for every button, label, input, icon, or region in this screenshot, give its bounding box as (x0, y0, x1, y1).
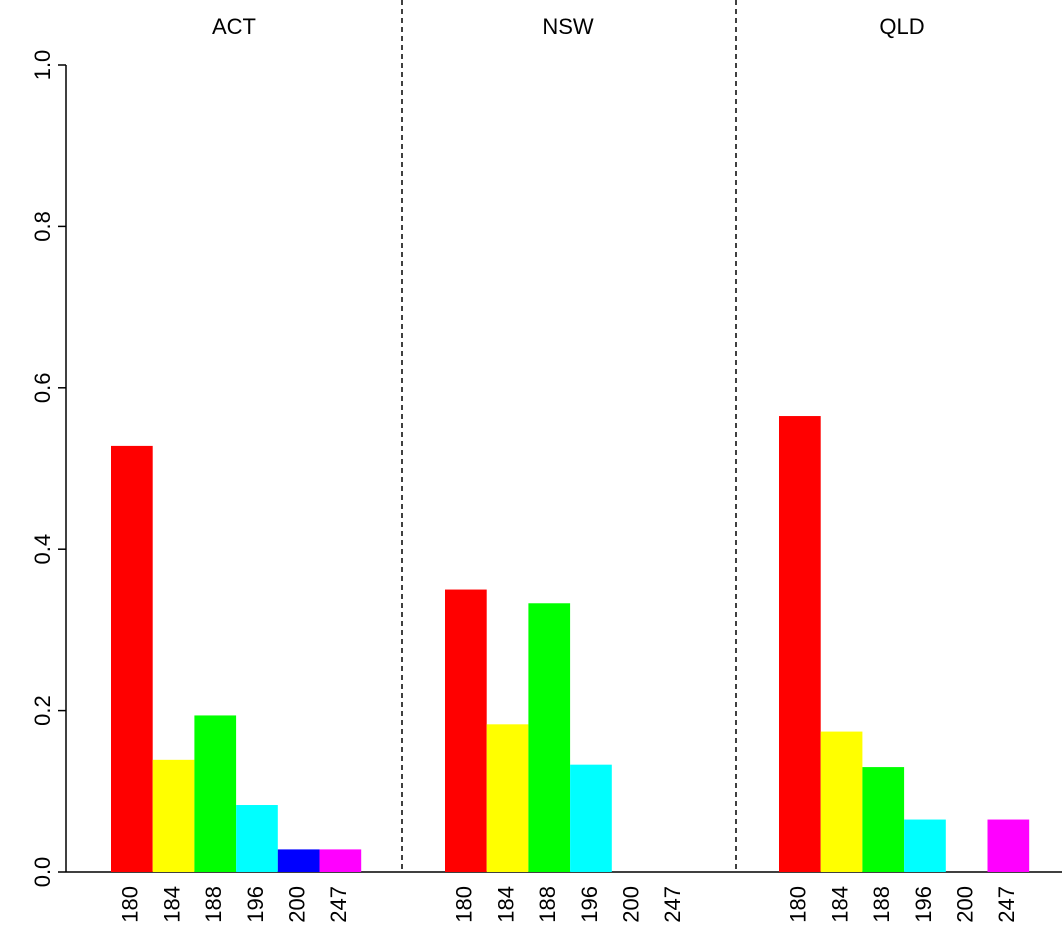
bar (152, 759, 195, 872)
y-tick-label: 1.0 (30, 50, 55, 81)
x-tick-label: 196 (577, 886, 602, 923)
bar (862, 767, 905, 872)
bar (486, 724, 529, 872)
bar (528, 603, 571, 872)
x-tick-label: 200 (284, 886, 309, 923)
x-tick-label: 247 (326, 886, 351, 923)
x-tick-label: 184 (827, 886, 852, 923)
bar (319, 849, 362, 872)
y-tick-label: 0.0 (30, 857, 55, 888)
panel-title: NSW (542, 14, 594, 39)
x-tick-label: 180 (118, 886, 143, 923)
bar (277, 849, 320, 872)
y-tick-label: 0.8 (30, 211, 55, 242)
y-tick-label: 0.6 (30, 373, 55, 404)
bar (236, 805, 278, 872)
bar (904, 819, 946, 872)
bar (570, 764, 612, 872)
x-tick-label: 188 (869, 886, 894, 923)
panel-title: QLD (879, 14, 924, 39)
x-tick-label: 247 (660, 886, 685, 923)
x-tick-label: 184 (159, 886, 184, 923)
x-tick-label: 180 (786, 886, 811, 923)
x-tick-label: 196 (243, 886, 268, 923)
x-tick-label: 247 (994, 886, 1019, 923)
y-tick-label: 0.2 (30, 695, 55, 726)
bar (111, 445, 153, 872)
x-tick-label: 200 (952, 886, 977, 923)
x-tick-label: 196 (911, 886, 936, 923)
panel-title: ACT (212, 14, 256, 39)
bar (820, 731, 863, 872)
y-tick-label: 0.4 (30, 534, 55, 565)
bar (779, 416, 821, 872)
x-tick-label: 188 (535, 886, 560, 923)
bar (987, 819, 1030, 872)
bar (194, 715, 237, 872)
x-tick-label: 180 (452, 886, 477, 923)
bar (445, 589, 487, 872)
x-tick-label: 184 (493, 886, 518, 923)
x-tick-label: 200 (618, 886, 643, 923)
x-tick-label: 188 (201, 886, 226, 923)
